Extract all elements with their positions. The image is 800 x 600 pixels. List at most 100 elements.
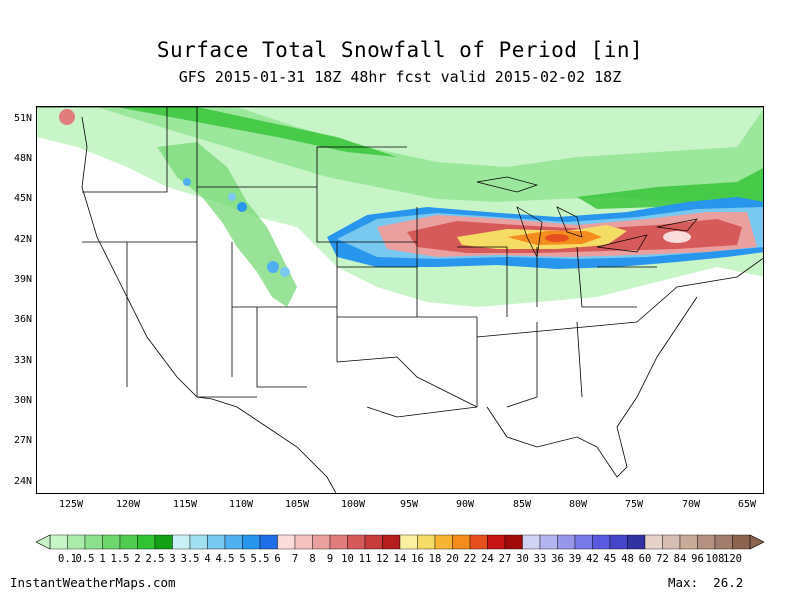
colorbar-label: 8 xyxy=(309,553,316,565)
colorbar-label: 36 xyxy=(551,553,564,565)
colorbar-label: 4 xyxy=(204,553,211,565)
colorbar-label: 3.5 xyxy=(180,553,200,565)
lat-label-27n: 27N xyxy=(13,435,32,446)
colorbar-cell xyxy=(469,534,488,550)
lat-label-45n: 45N xyxy=(13,193,32,204)
lon-label-75w: 75W xyxy=(624,499,644,510)
lon-label-105w: 105W xyxy=(284,499,310,510)
colorbar-cell xyxy=(224,534,243,550)
colorbar-label: 3 xyxy=(169,553,176,565)
lat-label-33n: 33N xyxy=(13,355,32,366)
lon-label-70w: 70W xyxy=(681,499,701,510)
colorbar-label: 16 xyxy=(411,553,424,565)
colorbar-cell xyxy=(644,534,663,550)
colorbar-label: 24 xyxy=(481,553,494,565)
colorbar-cell xyxy=(294,534,313,550)
colorbar-label: 1.5 xyxy=(110,553,130,565)
colorbar-label: 0.5 xyxy=(75,553,95,565)
lon-label-120w: 120W xyxy=(115,499,141,510)
colorbar-cell xyxy=(714,534,733,550)
colorbar-label: 7 xyxy=(291,553,299,565)
snow-patch-rockies xyxy=(157,142,297,307)
colorbar-cell xyxy=(697,534,716,550)
colorbar-cell xyxy=(49,534,68,550)
colorbar-cell xyxy=(312,534,331,550)
colorbar-label: 12 xyxy=(376,553,389,565)
colorbar-cell xyxy=(487,534,506,550)
lat-label-48n: 48N xyxy=(13,153,32,164)
colorbar-label: 18 xyxy=(428,553,442,565)
colorbar-cell xyxy=(67,534,86,550)
colorbar-label: 48 xyxy=(621,553,634,565)
colorbar-cell xyxy=(539,534,558,550)
lat-label-24n: 24N xyxy=(13,476,32,487)
lon-label-80w: 80W xyxy=(568,499,588,510)
lat-label-42n: 42N xyxy=(13,234,32,245)
colorbar-label: 22 xyxy=(463,553,477,565)
max-value-label: Max: 26.2 xyxy=(668,575,744,590)
colorbar-label: 33 xyxy=(533,553,547,565)
colorbar-cell xyxy=(137,534,156,550)
colorbar-right-arrow xyxy=(749,534,764,550)
colorbar-label: 20 xyxy=(446,553,459,565)
colorbar-cell xyxy=(102,534,121,550)
colorbar-cell xyxy=(557,534,576,550)
colorbar-cell xyxy=(242,534,261,550)
lon-label-95w: 95W xyxy=(399,499,419,510)
lon-label-110w: 110W xyxy=(228,499,254,510)
colorbar-cell xyxy=(452,534,471,550)
colorbar-left-arrow xyxy=(36,534,51,550)
lon-label-90w: 90W xyxy=(455,499,475,510)
lon-label-100w: 100W xyxy=(340,499,366,510)
colorbar-label: 9 xyxy=(326,553,334,565)
colorbar-label: 27 xyxy=(498,553,512,565)
lat-label-30n: 30N xyxy=(13,395,32,406)
lon-label-85w: 85W xyxy=(512,499,532,510)
colorbar-label: 1 xyxy=(99,553,106,565)
colorbar-cell xyxy=(172,534,191,550)
colorbar-cell xyxy=(609,534,628,550)
lon-label-65w: 65W xyxy=(737,499,757,510)
colorbar-label: 10 xyxy=(341,553,354,565)
political-boundaries xyxy=(37,107,763,493)
colorbar-cell xyxy=(259,534,278,550)
colorbar-label: 72 xyxy=(656,553,669,565)
colorbar-label: 42 xyxy=(586,553,599,565)
colorbar-cell xyxy=(364,534,383,550)
colorbar-label: 5.5 xyxy=(250,553,270,565)
colorbar-cell xyxy=(662,534,681,550)
colorbar-cell xyxy=(84,534,103,550)
colorbar-cell xyxy=(399,534,418,550)
colorbar-cell xyxy=(119,534,138,550)
colorbar-cell xyxy=(347,534,366,550)
colorbar-cell xyxy=(732,534,751,550)
colorbar-label: 84 xyxy=(673,553,687,565)
colorbar-cell xyxy=(592,534,611,550)
colorbar-cell xyxy=(434,534,453,550)
colorbar-label: 2.5 xyxy=(145,553,165,565)
colorbar-label: 96 xyxy=(691,553,704,565)
colorbar-label: 6 xyxy=(274,553,281,565)
max-value: 26.2 xyxy=(713,575,744,590)
colorbar-cell xyxy=(522,534,541,550)
colorbar-label: 4.5 xyxy=(215,553,235,565)
map-title: Surface Total Snowfall of Period [in] xyxy=(156,38,644,62)
colorbar-label: 108 xyxy=(705,553,725,565)
colorbar-cell xyxy=(574,534,593,550)
colorbar-label: 5 xyxy=(239,553,246,565)
colorbar-label: 120 xyxy=(723,553,742,565)
colorbar-label: 0.1 xyxy=(58,553,77,565)
lon-label-115w: 115W xyxy=(172,499,198,510)
map-svg xyxy=(37,107,763,493)
lat-label-36n: 36N xyxy=(13,314,32,325)
colorbar-cell xyxy=(417,534,436,550)
colorbar-label: 2 xyxy=(134,553,141,565)
lon-label-125w: 125W xyxy=(58,499,84,510)
colorbar-label: 11 xyxy=(358,553,372,565)
colorbar-cell xyxy=(329,534,348,550)
colorbar-cell xyxy=(154,534,173,550)
map-subtitle: GFS 2015-01-31 18Z 48hr fcst valid 2015-… xyxy=(178,68,622,86)
colorbar-label: 39 xyxy=(568,553,582,565)
great-lakes xyxy=(476,176,698,259)
colorbar-cell xyxy=(189,534,208,550)
